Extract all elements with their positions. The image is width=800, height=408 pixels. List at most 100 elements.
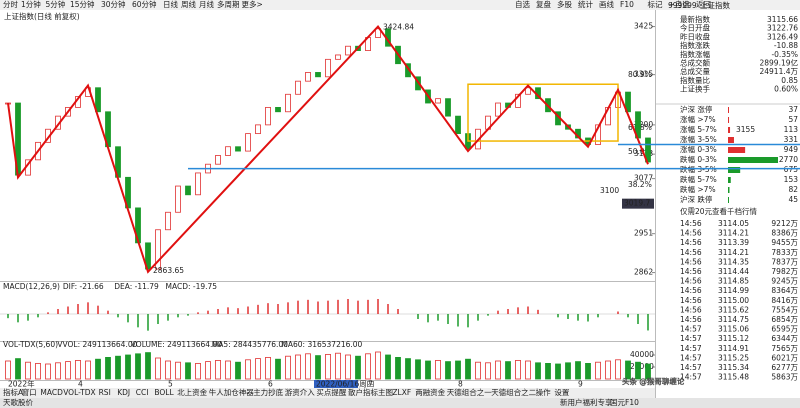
- date-label: 4: [78, 380, 83, 389]
- candle: [165, 211, 171, 231]
- volume-bar: [355, 355, 361, 380]
- tool-button[interactable]: +自选: [669, 0, 691, 9]
- tick-time: 14:57: [680, 353, 702, 362]
- volume-header: MA5: 284435776.00: [212, 340, 288, 349]
- dist-label: 涨幅 5-7%: [680, 124, 717, 134]
- indicator-tab[interactable]: 操作: [536, 387, 551, 397]
- indicator-tab[interactable]: 设置: [554, 387, 569, 397]
- indicator-tab[interactable]: 牛人加仓神器: [209, 387, 254, 397]
- dist-bar: [728, 197, 729, 203]
- candle: [445, 98, 451, 117]
- tool-button[interactable]: 统计: [578, 0, 593, 9]
- volume-bar: [135, 353, 141, 380]
- candle: [195, 172, 201, 196]
- candle: [345, 45, 351, 56]
- indicator-tab[interactable]: 散户指标主图: [348, 387, 393, 397]
- candle: [295, 80, 301, 95]
- indicator-tab[interactable]: MACD: [40, 388, 63, 397]
- candle: [315, 72, 321, 78]
- period-tab[interactable]: 日线: [163, 0, 178, 9]
- tick-price: 3114.99: [718, 286, 749, 295]
- period-tab[interactable]: 5分钟: [46, 0, 66, 9]
- tick-price: 3114.75: [718, 315, 749, 324]
- volume-bar: [545, 362, 551, 380]
- indicator-tab[interactable]: 两融资金: [415, 387, 445, 397]
- volume-bar: [395, 356, 401, 380]
- quote-label: 昨日收盘: [680, 31, 710, 41]
- volume-bar: [85, 360, 91, 380]
- date-label: 2022年: [8, 379, 35, 389]
- indicator-tab[interactable]: 主力抄底: [253, 387, 283, 397]
- volume-bar: [625, 360, 631, 380]
- date-label: 9: [578, 380, 583, 389]
- indicator-tab[interactable]: CCI: [136, 388, 149, 397]
- tick-time: 14:56: [680, 296, 702, 305]
- period-tab[interactable]: 月线: [199, 0, 214, 9]
- tool-button[interactable]: F10: [620, 0, 634, 9]
- tick-volume: 6277万: [771, 363, 798, 372]
- indicator-tab[interactable]: 指标A: [3, 387, 24, 397]
- volume-bar: [215, 359, 221, 380]
- indicator-tab[interactable]: 北上资金: [177, 387, 207, 397]
- volume-bar: [265, 356, 271, 380]
- candle: [595, 124, 601, 145]
- period-tab[interactable]: 周线: [181, 0, 196, 9]
- volume-bar: [155, 357, 161, 380]
- current-price: 3019.7: [624, 199, 650, 208]
- fib-label: 50.0%: [628, 147, 652, 156]
- stock-code: 999999: [668, 1, 697, 10]
- period-tab[interactable]: 15分钟: [70, 0, 95, 9]
- tool-button[interactable]: 多股: [557, 0, 572, 9]
- indicator-tab[interactable]: KDJ: [117, 388, 130, 397]
- quote-value: 3122.76: [767, 24, 798, 33]
- volume-bar: [605, 360, 611, 380]
- tick-time: 14:56: [680, 286, 702, 295]
- y-tick-label: 3425: [634, 22, 653, 31]
- period-tab[interactable]: 30分钟: [101, 0, 126, 9]
- volume-header: VOLUME: 249113664.00: [131, 340, 222, 349]
- volume-bar: [75, 359, 81, 380]
- volume-bar: [365, 353, 371, 380]
- volume-bar: [345, 354, 351, 380]
- tick-time: 14:56: [680, 277, 702, 286]
- indicator-tab[interactable]: 天德组合之二: [491, 387, 536, 397]
- indicator-tab[interactable]: 游资介入: [285, 387, 315, 397]
- period-tab[interactable]: 更多>: [242, 0, 263, 9]
- tick-time: 14:56: [680, 219, 702, 228]
- volume-bar: [235, 361, 241, 380]
- volume-bar: [55, 362, 61, 380]
- tool-button[interactable]: 自选: [515, 0, 530, 9]
- tool-button[interactable]: 复盘: [536, 0, 551, 9]
- macd-header: DEA: -11.79: [114, 282, 159, 291]
- indicator-tab[interactable]: VOL-TDX: [63, 388, 95, 397]
- period-tab[interactable]: 1分钟: [21, 0, 41, 9]
- tick-volume: 7982万: [771, 267, 798, 276]
- candle: [435, 98, 441, 104]
- indicator-tab[interactable]: BOLL: [154, 388, 174, 397]
- period-tab[interactable]: 分时: [3, 0, 18, 9]
- dist-label: 涨幅 >7%: [680, 114, 716, 124]
- tick-volume: 9212万: [771, 219, 798, 228]
- indicator-tab[interactable]: 买点提醒: [316, 387, 346, 397]
- volume-bar: [455, 360, 461, 380]
- tick-price: 3115.00: [718, 296, 749, 305]
- period-tab[interactable]: 多周期: [217, 0, 240, 9]
- volume-bar: [105, 356, 111, 380]
- candle: [525, 87, 531, 95]
- period-tab[interactable]: 60分钟: [132, 0, 157, 9]
- tool-button[interactable]: 标记: [648, 0, 663, 9]
- candle: [265, 106, 271, 126]
- volume-bar: [315, 355, 321, 380]
- indicator-tab[interactable]: ZLXF: [392, 388, 411, 397]
- indicator-tab[interactable]: RSI: [99, 388, 111, 397]
- tick-price: 3114.21: [718, 229, 749, 238]
- indicator-tab[interactable]: 天德组合之一: [447, 387, 492, 397]
- indicator-tab[interactable]: 窗口: [22, 387, 37, 397]
- candle: [275, 106, 281, 113]
- tool-button[interactable]: 返回: [696, 0, 711, 9]
- tool-button[interactable]: 画线: [599, 0, 614, 9]
- dist-bar: [728, 177, 731, 183]
- tick-volume: 7837万: [771, 257, 798, 266]
